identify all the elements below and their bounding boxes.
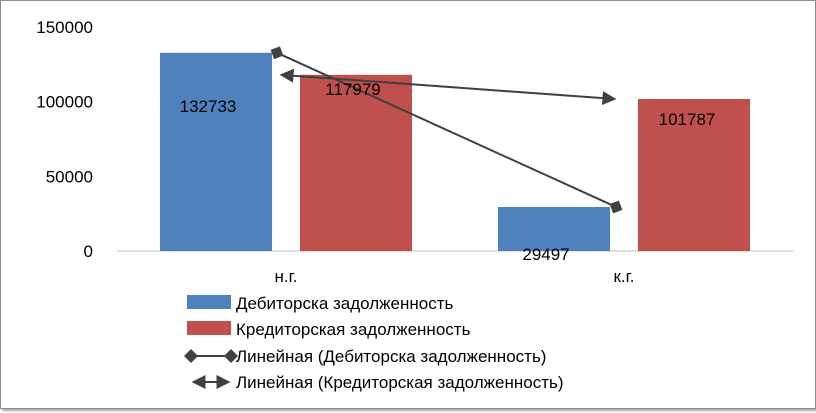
legend-swatch xyxy=(187,321,231,335)
data-label: 132733 xyxy=(180,97,237,116)
data-labels: 132733 29497 117979 101787 xyxy=(180,80,716,264)
trendlines xyxy=(270,46,623,214)
data-label: 117979 xyxy=(325,80,380,99)
x-tick-label: н.г. xyxy=(275,267,298,286)
legend-swatch xyxy=(187,295,231,309)
legend-label: Дебиторска задолженность xyxy=(236,294,454,313)
bars xyxy=(160,52,750,251)
legend-label: Кредиторская задолженность xyxy=(236,320,471,339)
y-tick-label: 50000 xyxy=(46,167,93,186)
legend-label: Линейная (Кредиторская задолженность) xyxy=(236,373,564,392)
trendline-creditor xyxy=(279,68,617,106)
y-tick-label: 100000 xyxy=(36,93,93,112)
data-label: 101787 xyxy=(659,110,716,129)
bar-series-0-cat-1 xyxy=(498,206,610,251)
bar-series-1-cat-0 xyxy=(300,74,412,251)
bar-series-1-cat-1 xyxy=(638,98,750,251)
legend-label: Линейная (Дебиторска задолженность) xyxy=(236,347,546,366)
bar-series-0-cat-0 xyxy=(160,52,272,251)
y-tick-label: 0 xyxy=(84,242,93,261)
data-label: 29497 xyxy=(522,245,569,264)
y-tick-label: 150000 xyxy=(36,18,93,37)
x-tick-label: к.г. xyxy=(613,267,634,286)
legend: Дебиторска задолженность Кредиторская зад… xyxy=(184,294,564,392)
